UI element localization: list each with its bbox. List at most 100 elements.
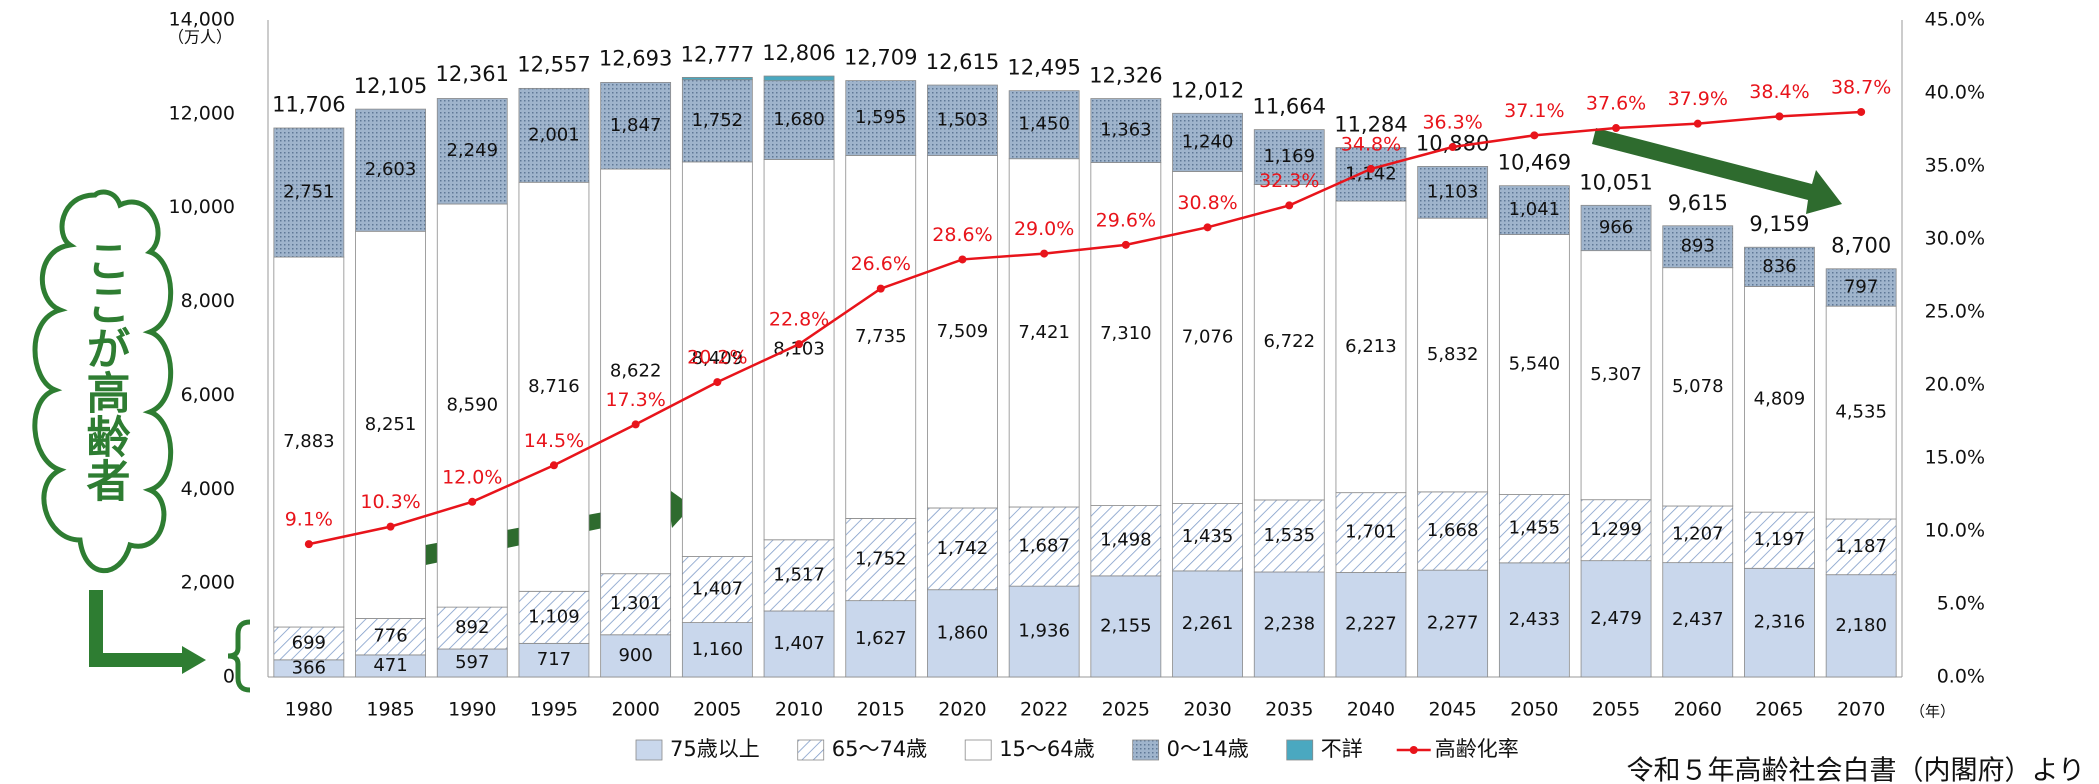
annotation: ここが高齢者 (79, 238, 131, 502)
bar-segment (1090, 98, 1162, 163)
y2-tick-label: 20.0% (1925, 374, 1985, 396)
bar-segment (1580, 250, 1652, 501)
data-label: 1,041 (1509, 199, 1561, 220)
data-label: 8,103 (773, 339, 825, 360)
data-label: 1,687 (1018, 536, 1070, 557)
legend-label: 高齢化率 (1435, 737, 1519, 761)
bar-segment (763, 159, 835, 541)
data-label: 717 (537, 649, 571, 670)
y2-tick-label: 30.0% (1925, 228, 1985, 250)
total-label: 11,664 (1253, 95, 1326, 119)
point (1530, 131, 1539, 140)
bar-segment (273, 256, 345, 628)
rate-label: 30.8% (1177, 192, 1237, 214)
data-label: 1,668 (1427, 520, 1479, 541)
total-label: 12,709 (844, 46, 917, 70)
legend-label: 75歳以上 (670, 737, 760, 761)
y2-tick-label: 40.0% (1925, 82, 1985, 104)
bar-segment (681, 76, 753, 81)
data-label: 900 (618, 645, 652, 666)
bar-segment (927, 589, 998, 678)
data-label: 7,421 (1018, 322, 1070, 343)
point (1857, 107, 1866, 116)
data-label: 1,109 (528, 606, 580, 627)
rate-label: 37.9% (1668, 88, 1728, 110)
bar-segment (436, 98, 508, 205)
rate-label: 38.4% (1749, 81, 1809, 103)
data-label: 1,535 (1263, 525, 1315, 546)
bar-segment (1008, 158, 1080, 508)
x-tick-label: 1980 (285, 699, 333, 721)
legend-swatch (635, 739, 663, 761)
point (876, 284, 885, 293)
rate-label: 37.6% (1586, 93, 1646, 115)
bar-segment (436, 203, 508, 608)
cloud (32, 189, 174, 574)
data-label: 1,435 (1182, 526, 1234, 547)
legend-swatch (964, 739, 992, 761)
total-label: 12,012 (1171, 78, 1244, 102)
data-label: 2,249 (446, 140, 498, 161)
bar-segment (1090, 162, 1162, 506)
data-label: 2,603 (365, 159, 417, 180)
bar-segment (1662, 505, 1734, 564)
x-tick-label: 2070 (1837, 699, 1885, 721)
data-label: 1,450 (1018, 114, 1070, 135)
bar-segment (1253, 184, 1325, 501)
data-label: 8,622 (610, 360, 662, 381)
data-label: 2,277 (1427, 613, 1479, 634)
rate-label: 9.1% (285, 509, 333, 531)
total-label: 12,105 (354, 74, 427, 98)
rate-label: 12.0% (442, 466, 502, 488)
bar-segment (518, 181, 590, 592)
data-label: 1,407 (692, 579, 744, 600)
total-label: 8,700 (1831, 234, 1891, 258)
data-label: 893 (1681, 236, 1715, 257)
point (713, 378, 722, 387)
total-label: 12,495 (1007, 56, 1080, 80)
data-label: 1,455 (1509, 518, 1561, 539)
bar-segment (600, 634, 672, 678)
rate-label: 17.3% (605, 389, 665, 411)
bar-segment (1253, 571, 1325, 678)
bar-segment (1744, 567, 1815, 678)
total-label: 12,557 (517, 53, 590, 77)
point (1448, 143, 1457, 152)
y-unit: （万人） (168, 28, 232, 47)
bar-segment (600, 573, 672, 636)
data-label: 7,735 (855, 326, 907, 347)
data-label: 4,535 (1835, 402, 1887, 423)
legend-label: 0～14歳 (1167, 737, 1249, 761)
data-label: 1,627 (855, 628, 907, 649)
rate-label: 26.6% (851, 253, 911, 275)
bar-segment (1744, 511, 1815, 569)
total-label: 12,693 (599, 46, 672, 70)
data-label: 1,517 (773, 564, 825, 585)
arrowhead (182, 646, 206, 674)
x-tick-label: 2050 (1510, 699, 1558, 721)
bar-segment (1090, 505, 1162, 577)
x-unit: （年） (1910, 703, 1955, 721)
bar-segment (1335, 572, 1407, 678)
point (631, 420, 640, 429)
bar-segment (600, 82, 672, 170)
data-label: 2,227 (1345, 614, 1397, 635)
data-label: 6,213 (1345, 336, 1397, 357)
rate-label: 22.8% (769, 309, 829, 331)
x-tick-label: 2022 (1020, 699, 1068, 721)
rate-label: 36.3% (1422, 112, 1482, 134)
data-label: 1,595 (855, 107, 907, 128)
data-label: 8,590 (446, 395, 498, 416)
bar-segment (1417, 166, 1489, 219)
bar-segment (1253, 129, 1325, 185)
point (304, 540, 313, 549)
x-tick-label: 2065 (1755, 699, 1803, 721)
y2-tick-label: 25.0% (1925, 301, 1985, 323)
data-label: 7,509 (937, 321, 989, 342)
bracket-arrow (89, 590, 186, 667)
legend-swatch (1286, 739, 1314, 761)
y2-tick-label: 45.0% (1925, 9, 1985, 31)
y-tick-label: 2,000 (181, 572, 235, 594)
data-label: 1,847 (610, 115, 662, 136)
